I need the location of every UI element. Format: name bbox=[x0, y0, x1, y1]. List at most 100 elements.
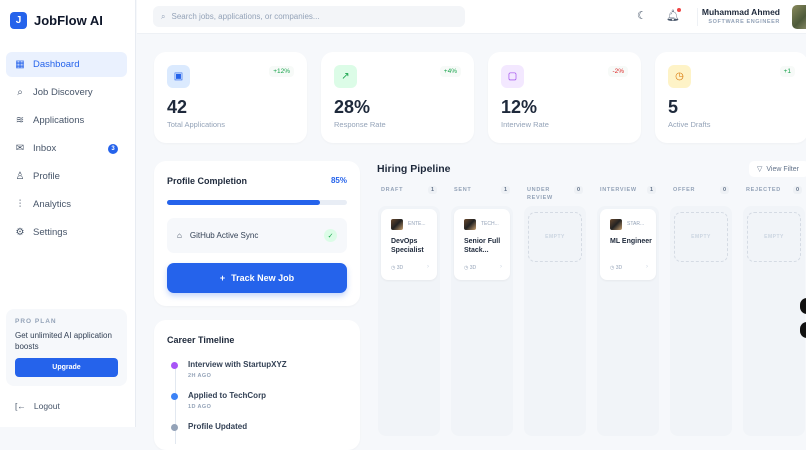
job-age-value: 3D bbox=[469, 265, 477, 271]
logout-button[interactable]: [← Logout bbox=[15, 401, 60, 411]
empty-column-placeholder: EMPTY bbox=[528, 212, 582, 262]
sidebar-item-label: Settings bbox=[33, 227, 68, 238]
logout-icon: [← bbox=[15, 401, 26, 411]
pipeline-lane: ENTE... DevOps Specialist ◷ 3D › bbox=[378, 206, 440, 436]
clock-icon: ◷ bbox=[610, 265, 615, 271]
timeline-item: Profile Updated bbox=[171, 422, 247, 435]
stat-card: ▣ +12% 42 Total Applications bbox=[154, 52, 307, 143]
mail-icon: ✉ bbox=[15, 143, 25, 154]
job-title: ML Engineer bbox=[610, 238, 652, 245]
job-age: ◷ 3D bbox=[464, 265, 476, 271]
upgrade-button[interactable]: Upgrade bbox=[15, 358, 118, 377]
hiring-pipeline-title: Hiring Pipeline bbox=[377, 163, 451, 175]
bell-icon[interactable]: 🔔︎ bbox=[666, 8, 681, 22]
track-new-job-button[interactable]: + Track New Job bbox=[167, 263, 347, 293]
sidebar: J JobFlow AI ▦ Dashboard ⌕ Job Discovery… bbox=[0, 0, 136, 427]
chevron-right-icon: › bbox=[646, 264, 648, 270]
sidebar-item-label: Inbox bbox=[33, 143, 57, 154]
app-name: JobFlow AI bbox=[34, 13, 103, 28]
career-timeline-card: Career Timeline Interview with StartupXY… bbox=[154, 320, 360, 450]
job-age: ◷ 3D bbox=[610, 265, 622, 271]
sidebar-item-label: Dashboard bbox=[33, 59, 80, 70]
stat-card: ▢ -2% 12% Interview Rate bbox=[488, 52, 641, 143]
plus-icon: + bbox=[219, 273, 226, 283]
sidebar-item-settings[interactable]: ⚙ Settings bbox=[6, 220, 127, 245]
grid-icon: ▦ bbox=[15, 59, 25, 70]
sidebar-item-dashboard[interactable]: ▦ Dashboard bbox=[6, 52, 127, 77]
sidebar-item-job-discovery[interactable]: ⌕ Job Discovery bbox=[6, 80, 127, 105]
column-count: 1 bbox=[427, 186, 437, 194]
column-name: DRAFT bbox=[381, 187, 404, 193]
company-logo bbox=[464, 219, 476, 230]
bar-chart-icon: ⫶ bbox=[18, 199, 22, 210]
pro-plan-text: Get unlimited AI application boosts bbox=[15, 331, 112, 351]
top-header: ⌕ Search jobs, applications, or companie… bbox=[137, 0, 806, 34]
pipeline-column: INTERVIEW 1 STAR... ML Engineer ◷ 3D › bbox=[597, 184, 659, 436]
timeline-item-title: Interview with StartupXYZ bbox=[188, 360, 287, 369]
floating-button[interactable] bbox=[800, 298, 806, 314]
sidebar-item-inbox[interactable]: ✉ Inbox 3 bbox=[6, 136, 127, 161]
stat-card: ↗ +4% 28% Response Rate bbox=[321, 52, 474, 143]
empty-column-placeholder: EMPTY bbox=[674, 212, 728, 262]
logout-label: Logout bbox=[33, 401, 60, 411]
sidebar-item-applications[interactable]: ≋ Applications bbox=[6, 108, 127, 133]
stat-delta: +4% bbox=[439, 66, 461, 77]
sidebar-item-label: Job Discovery bbox=[33, 87, 93, 98]
pipeline-column: REJECTED 0 EMPTY bbox=[743, 184, 805, 436]
moon-icon[interactable]: ☾ bbox=[637, 10, 647, 22]
user-info[interactable]: Muhammad Ahmed SOFTWARE ENGINEER bbox=[702, 7, 780, 25]
layers-icon: ≋ bbox=[15, 115, 25, 126]
search-placeholder: Search jobs, applications, or companies.… bbox=[171, 12, 320, 21]
job-card[interactable]: TECH... Senior Full Stack... ◷ 3D › bbox=[454, 209, 510, 280]
profile-completion-percent: 85% bbox=[330, 176, 347, 185]
column-name: INTERVIEW bbox=[600, 187, 637, 193]
view-filter-button[interactable]: ▽ View Filter bbox=[749, 161, 806, 177]
job-title: DevOps Specialist bbox=[391, 238, 424, 254]
filter-icon: ▽ bbox=[757, 166, 763, 173]
company-name: TECH... bbox=[481, 221, 499, 227]
company-name: STAR... bbox=[627, 221, 645, 227]
timeline-dot bbox=[171, 362, 178, 369]
column-name: SENT bbox=[454, 187, 472, 193]
sidebar-item-label: Profile bbox=[33, 171, 60, 182]
stat-delta: -2% bbox=[608, 66, 628, 77]
search-icon: ⌕ bbox=[17, 87, 23, 98]
pipeline-column: OFFER 0 EMPTY bbox=[670, 184, 732, 436]
pipeline-lane: STAR... ML Engineer ◷ 3D › bbox=[597, 206, 659, 436]
pro-plan-card: PRO PLAN Get unlimited AI application bo… bbox=[6, 309, 127, 386]
timeline-item: Applied to TechCorp 1D AGO bbox=[171, 391, 266, 410]
stat-value: 42 bbox=[167, 97, 188, 117]
timeline-item-time: 2H AGO bbox=[188, 373, 212, 379]
pipeline-lane: EMPTY bbox=[670, 206, 732, 436]
pipeline-lane: TECH... Senior Full Stack... ◷ 3D › bbox=[451, 206, 513, 436]
job-title: Senior Full Stack... bbox=[464, 238, 501, 254]
sidebar-nav: ▦ Dashboard ⌕ Job Discovery ≋ Applicatio… bbox=[6, 52, 127, 248]
check-icon: ✓ bbox=[324, 229, 337, 242]
header-divider bbox=[697, 8, 698, 26]
github-icon: ⌂ bbox=[177, 231, 182, 240]
pipeline-column: UNDER REVIEW 0 EMPTY bbox=[524, 184, 586, 436]
logo-mark: J bbox=[10, 12, 27, 29]
search-input[interactable]: ⌕ Search jobs, applications, or companie… bbox=[153, 6, 465, 27]
column-count: 0 bbox=[573, 186, 583, 194]
inbox-badge: 3 bbox=[108, 143, 118, 154]
stat-delta: +12% bbox=[269, 66, 294, 77]
message-icon: ▢ bbox=[501, 65, 524, 88]
sidebar-item-label: Analytics bbox=[33, 199, 72, 210]
job-card[interactable]: STAR... ML Engineer ◷ 3D › bbox=[600, 209, 656, 280]
user-name: Muhammad Ahmed bbox=[701, 7, 780, 17]
job-card[interactable]: ENTE... DevOps Specialist ◷ 3D › bbox=[381, 209, 437, 280]
sidebar-item-analytics[interactable]: ⫶ Analytics bbox=[6, 192, 127, 217]
avatar[interactable] bbox=[792, 5, 806, 29]
search-icon: ⌕ bbox=[161, 11, 166, 21]
job-age-value: 3D bbox=[396, 265, 404, 271]
gear-icon: ⚙ bbox=[15, 227, 25, 238]
sidebar-item-profile[interactable]: ♙ Profile bbox=[6, 164, 127, 189]
app-logo[interactable]: J JobFlow AI bbox=[10, 12, 103, 29]
chevron-right-icon: › bbox=[500, 264, 502, 270]
track-new-job-label: Track New Job bbox=[231, 273, 295, 283]
timeline-item-time: 1D AGO bbox=[188, 404, 212, 410]
github-sync-row[interactable]: ⌂ GitHub Active Sync ✓ bbox=[167, 218, 347, 253]
floating-button[interactable] bbox=[800, 322, 806, 338]
stat-label: Active Drafts bbox=[668, 120, 711, 129]
